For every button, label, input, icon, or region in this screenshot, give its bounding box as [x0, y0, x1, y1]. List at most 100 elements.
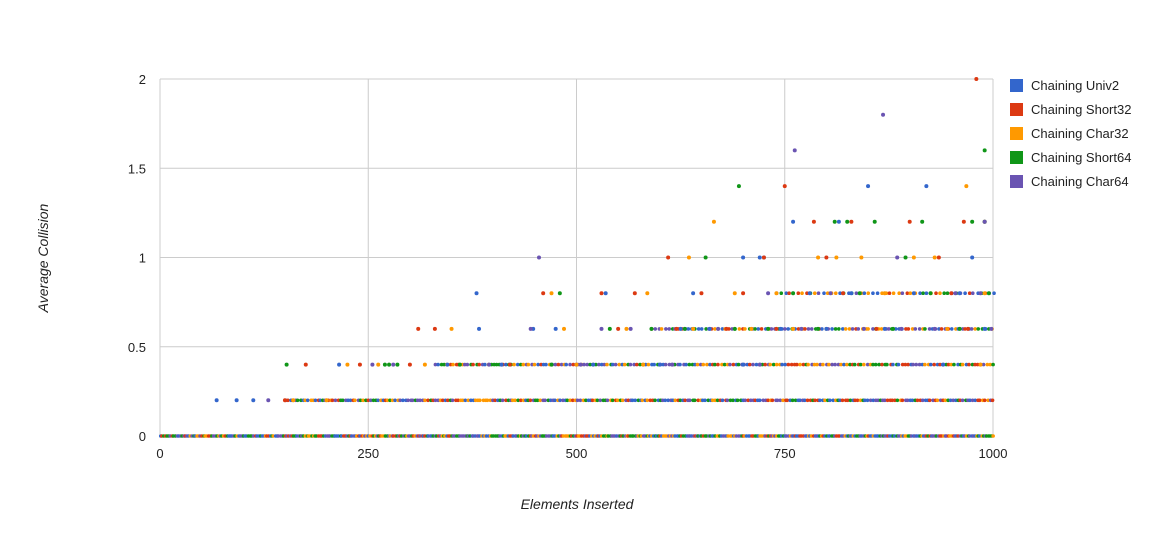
dense-point [900, 398, 905, 403]
dense-point [847, 327, 852, 331]
y-axis-title: Average Collision [35, 203, 51, 313]
dense-point [949, 362, 954, 367]
dense-point [645, 398, 650, 403]
data-point [866, 184, 871, 189]
data-point [928, 291, 933, 296]
data-point [724, 326, 729, 331]
dense-point [463, 398, 468, 403]
dense-point [713, 362, 717, 367]
data-point [603, 291, 608, 296]
dense-point [376, 398, 380, 403]
dense-point [831, 398, 835, 403]
data-point [792, 148, 797, 153]
dense-point [991, 362, 995, 367]
dense-point [743, 327, 747, 331]
data-point [882, 291, 887, 296]
dense-point [845, 398, 850, 403]
dense-point [770, 398, 775, 403]
dense-point [871, 362, 875, 367]
dense-point [494, 362, 499, 367]
dense-point [436, 362, 440, 367]
dense-point [981, 362, 986, 367]
dense-point [905, 398, 910, 403]
dense-point [713, 398, 717, 403]
dense-point [361, 398, 365, 403]
data-point [387, 362, 392, 367]
dense-point [927, 327, 932, 331]
dense-point [553, 362, 558, 367]
dense-point [410, 398, 415, 403]
dense-point [390, 398, 395, 403]
dense-point [632, 362, 636, 367]
data-point [549, 362, 554, 367]
data-point [599, 326, 604, 331]
dense-point [839, 362, 843, 367]
data-point [303, 362, 308, 367]
dense-point [848, 362, 852, 367]
data-point [562, 326, 567, 331]
dense-point [895, 398, 900, 403]
dense-point [774, 362, 779, 367]
dense-point [699, 327, 704, 331]
dense-point [638, 362, 642, 367]
data-point [432, 326, 437, 331]
dense-point [678, 398, 683, 403]
dense-point [879, 327, 884, 331]
dense-point [868, 398, 873, 403]
legend-label: Chaining Char64 [1031, 174, 1129, 189]
data-point [541, 291, 546, 296]
dense-point [990, 398, 995, 403]
dense-point [781, 398, 785, 403]
dense-point [313, 398, 318, 403]
dense-point [793, 398, 798, 403]
dense-point [728, 362, 732, 367]
dense-point [295, 398, 300, 403]
dense-point [913, 327, 918, 331]
data-point [766, 291, 771, 296]
dense-point [605, 362, 609, 367]
dense-point [816, 291, 821, 296]
data-point [370, 362, 375, 367]
dense-point [897, 291, 901, 296]
dense-point [595, 398, 600, 403]
dense-point [401, 398, 405, 403]
data-point [324, 398, 329, 403]
data-point [957, 291, 962, 296]
data-point [957, 326, 962, 331]
data-point [849, 291, 854, 296]
data-point [811, 219, 816, 224]
dense-point [967, 362, 971, 367]
data-point [487, 362, 492, 367]
dense-point [757, 398, 762, 403]
data-point [841, 291, 846, 296]
dense-point [784, 291, 789, 296]
data-point [477, 326, 482, 331]
data-point [834, 255, 839, 260]
data-point [757, 255, 762, 260]
data-point [861, 326, 866, 331]
dense-point [440, 398, 445, 403]
data-point [657, 362, 662, 367]
dense-point [973, 362, 977, 367]
dense-point [985, 362, 990, 367]
dense-point [798, 362, 802, 367]
dense-point [599, 362, 604, 367]
dense-point [684, 362, 688, 367]
dense-point [848, 398, 853, 403]
dense-point [610, 362, 615, 367]
dense-point [731, 398, 735, 403]
dense-point [664, 327, 668, 331]
dense-point [805, 398, 810, 403]
dense-point [456, 398, 460, 403]
dense-point [862, 362, 866, 367]
dense-point [805, 291, 809, 296]
data-point [907, 219, 912, 224]
dense-point [969, 327, 974, 331]
data-point [549, 291, 554, 296]
dense-point [460, 398, 465, 403]
dense-point [833, 327, 838, 331]
dense-point [885, 362, 889, 367]
dense-point [924, 291, 929, 296]
data-point [895, 255, 900, 260]
dense-point [568, 398, 572, 403]
